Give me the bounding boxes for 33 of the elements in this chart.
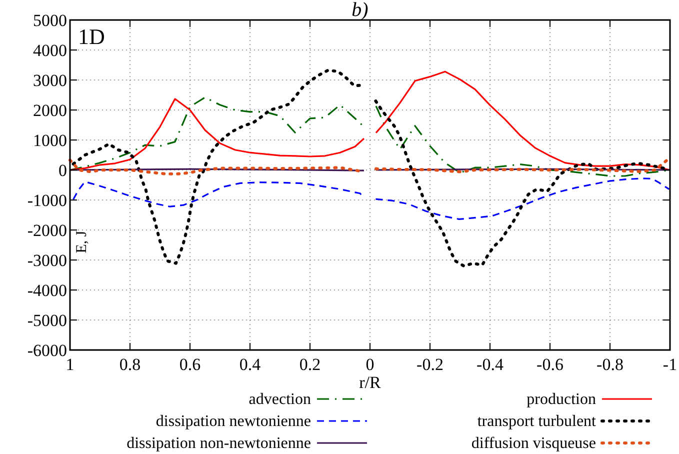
- legend-label: dissipation non-newtonienne: [126, 435, 311, 452]
- y-tick-label: -5000: [27, 311, 67, 330]
- x-tick-label: 0: [366, 355, 374, 374]
- x-tick-label: -0.6: [536, 355, 564, 374]
- y-tick-label: -4000: [27, 281, 67, 300]
- y-tick-label: 5000: [33, 11, 67, 30]
- x-tick-label: 0.4: [239, 355, 262, 374]
- legend-label: transport turbulent: [477, 413, 597, 430]
- legend-label: production: [526, 391, 596, 408]
- x-tick-label: -1: [662, 355, 678, 374]
- y-tick-label: 3000: [33, 71, 67, 90]
- x-tick-label: -0.2: [416, 355, 444, 374]
- y-tick-label: -1000: [27, 191, 67, 210]
- legend-label: dissipation newtonienne: [156, 413, 311, 430]
- y-tick-label: -3000: [27, 251, 67, 270]
- x-axis-title: r/R: [359, 373, 382, 392]
- x-tick-label: 0.2: [299, 355, 321, 374]
- x-tick-label: 0.6: [179, 355, 201, 374]
- y-tick-label: 0: [58, 161, 67, 180]
- annotation: 1D: [78, 24, 105, 49]
- y-tick-label: 2000: [33, 101, 67, 120]
- y-tick-label: 4000: [33, 41, 67, 60]
- x-tick-label: -0.8: [596, 355, 624, 374]
- x-tick-label: 1: [66, 355, 74, 374]
- y-tick-label: -6000: [27, 341, 67, 360]
- y-tick-label: -2000: [27, 221, 67, 240]
- x-tick-label: -0.4: [476, 355, 504, 374]
- y-axis-title: E, J: [74, 230, 90, 254]
- chart-title: b): [352, 0, 369, 21]
- legend-label: advection: [248, 391, 311, 408]
- y-tick-label: 1000: [33, 131, 67, 150]
- legend-label: diffusion visqueuse: [471, 435, 596, 452]
- x-tick-label: 0.8: [119, 355, 141, 374]
